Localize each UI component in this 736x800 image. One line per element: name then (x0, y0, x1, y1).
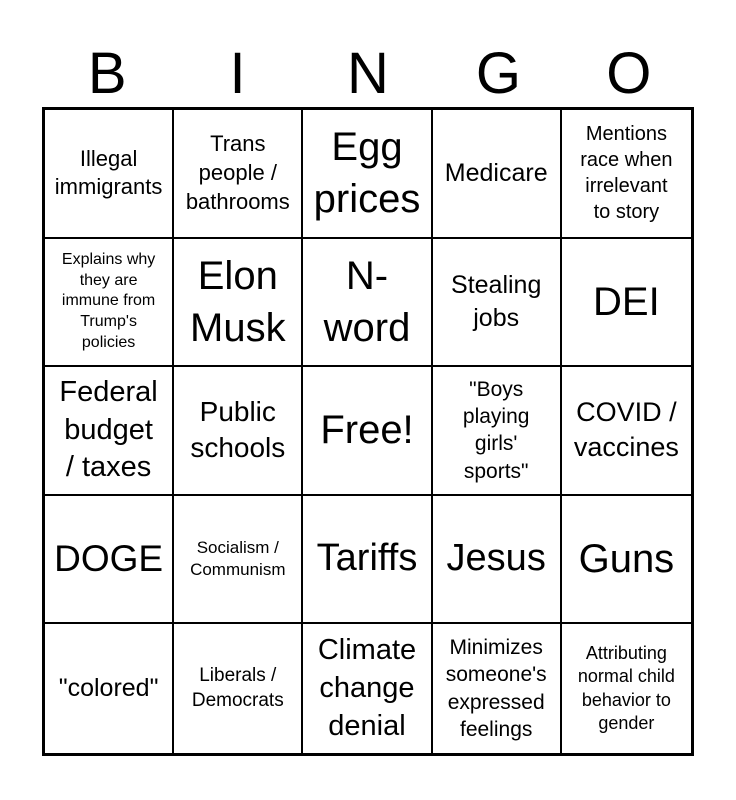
bingo-cell-text: Climate change denial (317, 634, 417, 742)
bingo-cell-text: Egg prices (313, 125, 421, 222)
bingo-cell-text: Mentions race when irrelevant to story (580, 123, 673, 224)
bingo-cell-text: Explains why they are immune from Trump'… (61, 250, 156, 352)
bingo-cell-text: Illegal immigrants (54, 145, 163, 200)
bingo-cell[interactable]: Tariffs (303, 495, 433, 625)
bingo-cell[interactable]: Medicare (432, 110, 562, 239)
bingo-cell-text: "colored" (58, 674, 159, 703)
bingo-cell-text: Public schools (190, 396, 286, 464)
bingo-cell-text: Tariffs (316, 537, 418, 580)
bingo-cell[interactable]: Elon Musk (174, 238, 304, 368)
bingo-cell[interactable]: Explains why they are immune from Trump'… (45, 238, 175, 368)
bingo-cell[interactable]: DEI (561, 239, 691, 368)
bingo-cell[interactable]: "Boys playing girls' sports" (432, 367, 562, 496)
bingo-grid: Illegal immigrants Trans people / bathroo… (42, 107, 694, 756)
bingo-cell-text: N- word (323, 253, 411, 350)
bingo-header-letter-i: I (229, 41, 246, 106)
bingo-cell-text: Elon Musk (190, 253, 286, 350)
bingo-cell[interactable]: Jesus (432, 495, 562, 625)
bingo-cell[interactable]: Guns (561, 496, 691, 625)
bingo-cell-text: Medicare (444, 159, 548, 188)
bingo-cell-text: Attributing normal child behavior to gen… (577, 642, 675, 734)
bingo-cell[interactable]: Mentions race when irrelevant to story (561, 110, 691, 239)
bingo-header-letter-b: B (87, 41, 127, 106)
bingo-cell[interactable]: Public schools (174, 367, 304, 496)
bingo-cell-text: DOGE (54, 538, 164, 580)
bingo-cell[interactable]: Illegal immigrants (45, 110, 175, 239)
bingo-cell[interactable]: COVID / vaccines (561, 367, 691, 496)
bingo-cell[interactable]: Free! (303, 367, 433, 496)
bingo-card: B I N G O Illegal immigrants Trans people / b… (42, 0, 694, 756)
bingo-cell-text: Liberals / Democrats (191, 665, 284, 711)
bingo-cell-text: Trans people / bathrooms (185, 131, 290, 214)
bingo-cell-text: Free! (320, 408, 414, 453)
bingo-cell[interactable]: N- word (303, 238, 433, 368)
bingo-cell[interactable]: Socialism / Communism (174, 495, 304, 625)
bingo-cell[interactable]: "colored" (45, 624, 175, 753)
bingo-cell[interactable]: Minimizes someone's expressed feelings (433, 624, 562, 753)
bingo-cell-text: DEI (593, 279, 660, 324)
bingo-cell[interactable]: Egg prices (303, 110, 433, 239)
bingo-cell-text: Federal budget / taxes (59, 375, 158, 484)
bingo-cell-text: COVID / vaccines (573, 397, 679, 463)
bingo-cell[interactable]: Attributing normal child behavior to gen… (562, 624, 691, 753)
bingo-cell-text: "Boys playing girls' sports" (462, 377, 530, 483)
bingo-cell[interactable]: Trans people / bathrooms (174, 110, 304, 239)
bingo-cell-text: Guns (578, 537, 675, 582)
bingo-cell-text: Socialism / Communism (190, 538, 286, 580)
bingo-cell[interactable]: Stealing jobs (432, 238, 562, 368)
bingo-cell[interactable]: Liberals / Democrats (174, 624, 304, 753)
bingo-header-letter-n: N (347, 41, 389, 106)
bingo-header-letter-g: G (475, 41, 521, 106)
bingo-cell-text: Minimizes someone's expressed feelings (445, 636, 547, 741)
bingo-cell[interactable]: DOGE (45, 495, 175, 625)
bingo-cell[interactable]: Federal budget / taxes (45, 367, 175, 496)
bingo-cell-text: Jesus (446, 537, 546, 580)
bingo-header-letter-o: O (606, 41, 652, 106)
bingo-cell-text: Stealing jobs (451, 271, 542, 332)
bingo-cell[interactable]: Climate change denial (303, 624, 433, 753)
